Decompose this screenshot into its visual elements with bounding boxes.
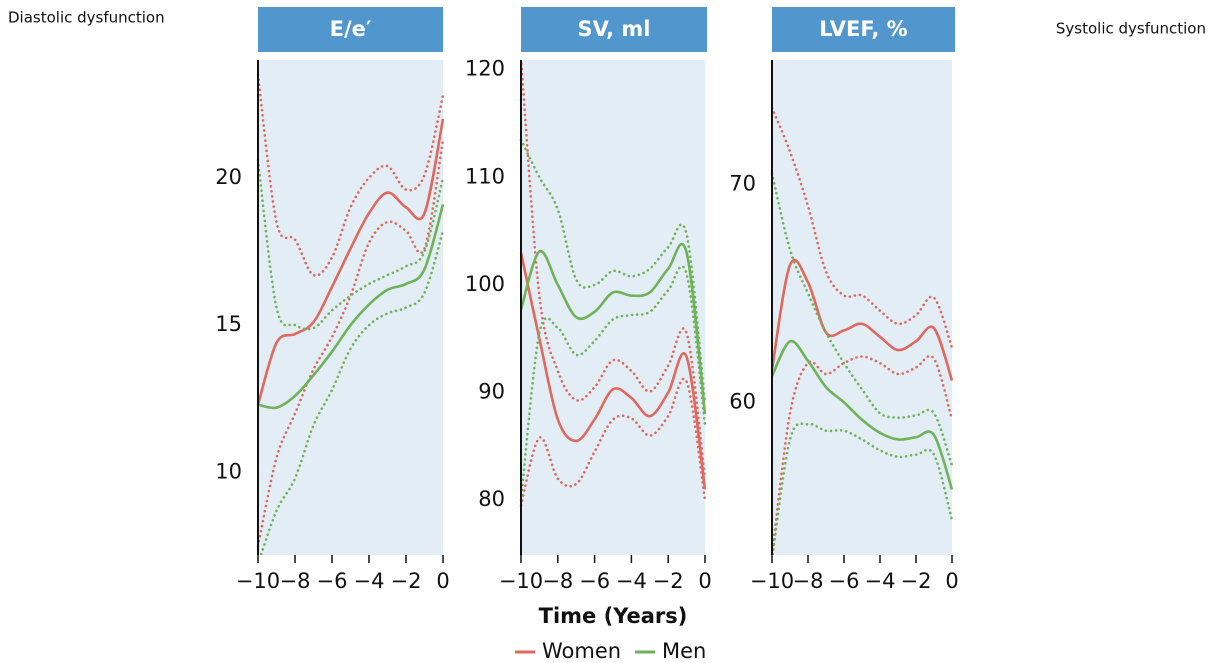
x-tick-label: −6 [579, 569, 610, 593]
annotation: Diastolic dysfunction [8, 9, 165, 27]
panel-title: LVEF, % [819, 17, 907, 41]
x-tick-label: −2 [653, 569, 684, 593]
x-tick-label: 0 [436, 569, 449, 593]
panel-header [258, 7, 443, 52]
x-tick-label: −2 [901, 569, 932, 593]
panel-title: SV, ml [577, 17, 650, 41]
x-tick-label: −8 [280, 569, 311, 593]
series-line [257, 204, 445, 410]
x-tick-label: 0 [698, 569, 711, 593]
ci-line [771, 422, 954, 555]
y-tick-label: 120 [465, 57, 505, 81]
x-tick-label: −10 [236, 569, 280, 593]
ci-line [256, 158, 445, 331]
series-line [770, 258, 954, 381]
ci-line [770, 354, 954, 555]
plot-background [772, 60, 952, 555]
panel-header [521, 7, 707, 52]
legend-label: Women [542, 639, 621, 663]
ci-line [770, 106, 954, 350]
ci-line [519, 138, 707, 405]
y-tick-label: 70 [729, 171, 756, 195]
panel-header [772, 7, 955, 52]
plot-background [521, 60, 705, 555]
x-tick-label: 0 [945, 569, 958, 593]
x-tick-label: −8 [793, 569, 824, 593]
plot-background [258, 60, 443, 555]
y-tick-label: 100 [465, 272, 505, 296]
series-line [770, 339, 954, 490]
y-tick-label: 110 [465, 164, 505, 188]
x-tick-label: −2 [391, 569, 422, 593]
ci-line [519, 265, 707, 502]
x-tick-label: −4 [616, 569, 647, 593]
x-tick-label: −10 [750, 569, 794, 593]
x-tick-label: −6 [317, 569, 348, 593]
panel-title: E/e′ [330, 17, 372, 41]
y-tick-label: 90 [478, 380, 505, 404]
ci-line [256, 73, 445, 277]
series-line [519, 252, 707, 490]
annotation: Systolic dysfunction [1056, 20, 1206, 38]
legend-label: Men [662, 639, 706, 663]
ci-line [519, 60, 707, 480]
y-tick-label: 80 [478, 487, 505, 511]
y-tick-label: 20 [215, 165, 242, 189]
series-line [519, 242, 707, 415]
plot-area [519, 60, 707, 507]
x-tick-label: −4 [354, 569, 385, 593]
y-tick-label: 10 [215, 460, 242, 484]
ci-line [259, 229, 445, 555]
y-tick-label: 60 [729, 389, 756, 413]
y-tick-label: 15 [215, 312, 242, 336]
ci-line [519, 377, 707, 507]
x-tick-label: −4 [865, 569, 896, 593]
x-axis-label: Time (Years) [539, 604, 688, 628]
x-tick-label: −6 [829, 569, 860, 593]
x-tick-label: −8 [542, 569, 573, 593]
plot-area [770, 106, 954, 555]
x-tick-label: −10 [499, 569, 543, 593]
plot-area [256, 73, 445, 555]
series-line [256, 118, 445, 406]
